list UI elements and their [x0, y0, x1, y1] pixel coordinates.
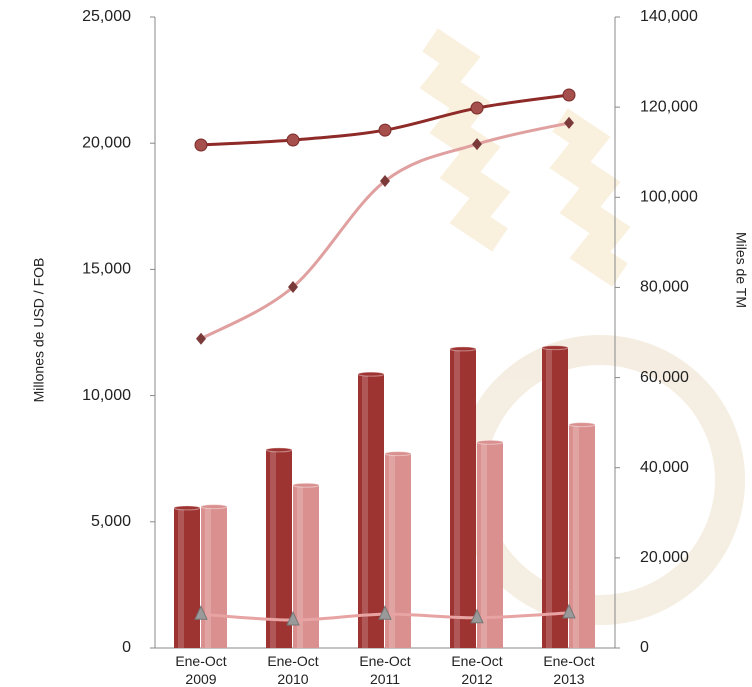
x-tick-label-line: 2009 [185, 671, 216, 687]
marker [562, 603, 576, 619]
marker [194, 138, 208, 152]
bar [569, 424, 595, 648]
marker [470, 101, 484, 115]
x-tick-label: Ene-Oct 2012 [451, 653, 502, 687]
bar-group [265, 447, 293, 648]
marker [380, 175, 390, 188]
marker [564, 116, 574, 129]
bar-shine [573, 424, 579, 648]
x-tick-label-line: 2013 [553, 671, 584, 687]
bar-group [173, 505, 201, 648]
y-tick-label: 10,000 [82, 387, 131, 404]
bar-shine [205, 506, 211, 648]
y2-tick-label: 140,000 [640, 8, 698, 25]
marker [472, 138, 482, 151]
y-tick-label: 0 [122, 639, 131, 656]
marker [194, 605, 208, 620]
bar-top [541, 345, 569, 351]
y2-tick-label: 60,000 [640, 369, 689, 386]
y2-tick-label: 0 [640, 639, 649, 656]
bar-top [357, 371, 385, 377]
y2-tick-label: 40,000 [640, 459, 689, 476]
y-axis-label: Millones de USD / FOB [31, 258, 47, 403]
bar-group [200, 504, 228, 648]
bar-shine [454, 348, 460, 648]
x-tick-label-line: Ene-Oct [359, 653, 410, 669]
bar-top [200, 504, 228, 510]
bar-shine [481, 442, 487, 648]
y-tick-label: 5,000 [91, 513, 131, 530]
bar-top [568, 422, 596, 428]
x-tick-label-line: 2011 [370, 671, 400, 687]
marker [286, 610, 300, 626]
y2-tick-label: 80,000 [640, 279, 689, 296]
bar-top [173, 505, 201, 511]
x-tick-label-line: Ene-Oct [543, 653, 594, 669]
x-tick-label-line: 2010 [277, 671, 308, 687]
bar-top [384, 451, 412, 457]
bar [174, 507, 200, 648]
marker [470, 608, 484, 624]
x-tick-label-line: Ene-Oct [451, 653, 502, 669]
bar-group [541, 345, 569, 648]
y-tick-label: 15,000 [82, 261, 131, 278]
bar-shine [362, 374, 368, 648]
x-tick-label: Ene-Oct 2010 [267, 653, 318, 687]
x-tick-label: Ene-Oct 2013 [543, 653, 594, 687]
bar [542, 347, 568, 648]
marker [286, 133, 300, 147]
marker [378, 123, 392, 137]
bar-shine [297, 485, 303, 648]
y2-tick-label: 100,000 [640, 189, 698, 206]
bar [450, 348, 476, 648]
x-tick-label: Ene-Oct 2011 [359, 653, 410, 687]
bar-top [265, 447, 293, 453]
y-tick-label: 25,000 [82, 8, 131, 25]
bar-shine [389, 453, 395, 648]
marker [562, 88, 576, 102]
x-tick-label-line: Ene-Oct [175, 653, 226, 669]
bar-group [357, 371, 385, 648]
x-tick-label-line: Ene-Oct [267, 653, 318, 669]
y-tick-label: 20,000 [82, 134, 131, 151]
marker [288, 280, 298, 293]
marker [378, 605, 392, 620]
bar-shine [270, 449, 276, 648]
bar [477, 442, 503, 648]
bar-top [449, 346, 477, 352]
marker [196, 332, 206, 345]
bar [201, 506, 227, 648]
y2-axis-label: Miles de TM [733, 232, 749, 308]
bar [266, 449, 292, 648]
y2-tick-label: 120,000 [640, 98, 698, 115]
y2-tick-label: 20,000 [640, 549, 689, 566]
bar-top [476, 439, 504, 445]
bar-top [292, 482, 320, 488]
bar-group [568, 422, 596, 648]
bar-shine [546, 347, 552, 648]
bar-group [449, 346, 477, 648]
x-tick-label: Ene-Oct 2009 [175, 653, 226, 687]
bar-shine [178, 507, 184, 648]
bar [358, 374, 384, 648]
bar-group [476, 439, 504, 648]
x-tick-label-line: 2012 [461, 671, 492, 687]
